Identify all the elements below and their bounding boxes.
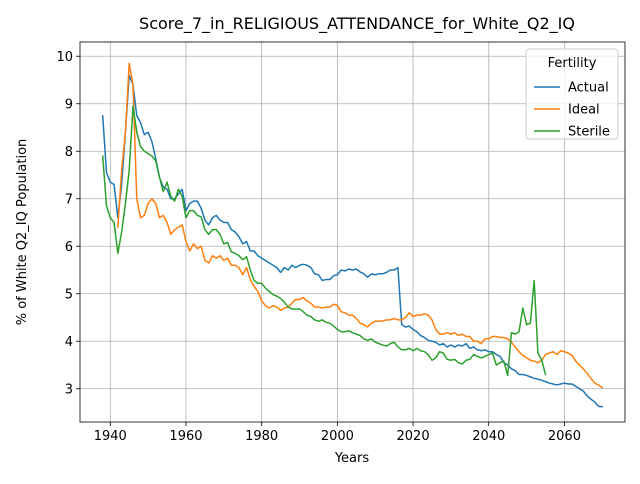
x-tick-label: 1980 <box>245 429 278 444</box>
legend-entries: Actual Ideal Sterile <box>534 81 610 140</box>
plot-frame <box>79 41 626 423</box>
y-tick-label: 9 <box>65 97 73 112</box>
legend-label-actual: Actual <box>568 81 609 96</box>
y-tick-label: 7 <box>65 192 73 207</box>
y-tick-label: 6 <box>65 240 73 255</box>
x-tick-label: 2020 <box>397 429 430 444</box>
legend: Fertility Actual Ideal Sterile <box>525 48 619 140</box>
legend-label-sterile: Sterile <box>568 125 610 140</box>
x-tick-label: 2060 <box>548 429 581 444</box>
y-tick-label: 8 <box>65 145 73 160</box>
x-tick-label: 1940 <box>94 429 127 444</box>
x-axis-ticks: 1940 1960 1980 2000 2020 2040 2060 <box>94 422 581 444</box>
y-axis-ticks: 3 4 5 6 7 8 9 10 <box>56 50 80 397</box>
x-tick-label: 1960 <box>169 429 202 444</box>
y-tick-label: 3 <box>65 382 73 397</box>
series-line-ideal <box>117 62 604 389</box>
y-tick-label: 5 <box>65 287 73 302</box>
x-tick-label: 2040 <box>472 429 505 444</box>
series-lines <box>101 62 604 408</box>
y-tick-label: 4 <box>65 335 73 350</box>
x-axis-label: Years <box>334 451 370 466</box>
series-line-sterile <box>101 105 547 377</box>
legend-title: Fertility <box>548 56 597 71</box>
series-line-actual <box>101 74 604 408</box>
legend-box <box>525 48 619 140</box>
x-tick-label: 2000 <box>321 429 354 444</box>
chart-title: Score_7_in_RELIGIOUS_ATTENDANCE_for_Whit… <box>139 14 575 34</box>
y-axis-label: % of White Q2_IQ Population <box>15 139 30 326</box>
y-tick-label: 10 <box>56 50 73 65</box>
legend-label-ideal: Ideal <box>568 103 600 118</box>
